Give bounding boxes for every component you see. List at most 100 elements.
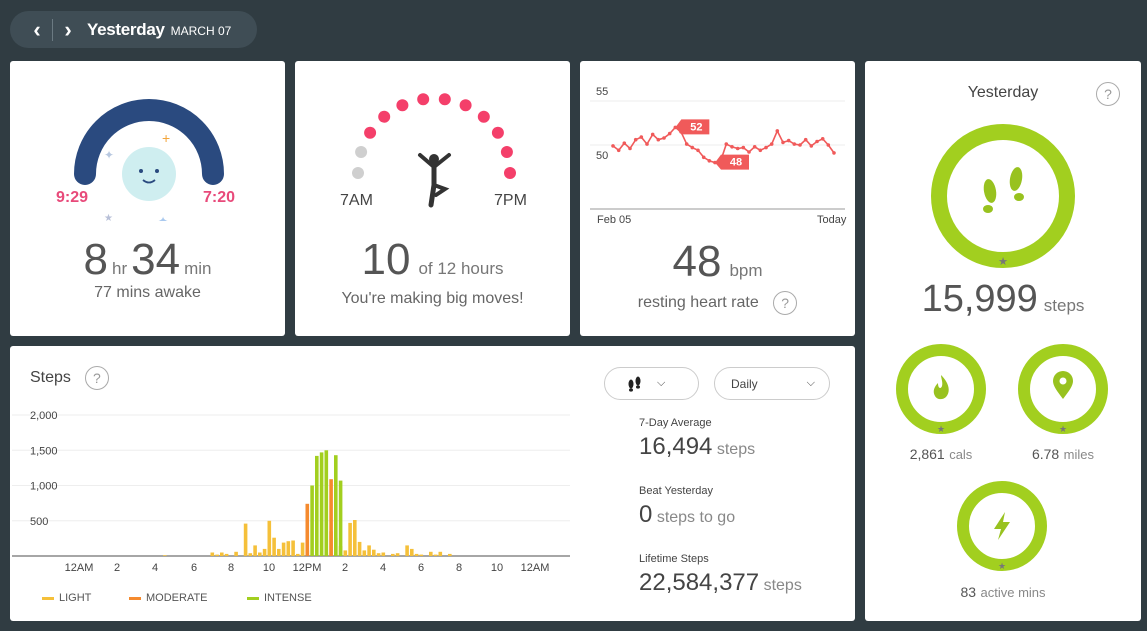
heart-rate-point: [611, 144, 615, 148]
hourly-summary: 10 of 12 hours: [295, 235, 570, 285]
heart-rate-point: [639, 135, 644, 139]
steps-bar-light: [286, 541, 291, 556]
beat-stat: Beat Yesterday 0 steps to go: [639, 485, 735, 529]
lightning-bolt-icon: [994, 512, 1010, 540]
heart-rate-point: [667, 131, 672, 136]
steps-bar-light: [272, 537, 276, 556]
steps-bar-light: [391, 553, 395, 556]
heart-rate-point: [730, 145, 734, 149]
steps-bar-light: [343, 550, 348, 556]
steps-x-tick: 10: [263, 562, 275, 574]
heart-label-row: resting heart rate ?: [580, 291, 855, 315]
distance-summary: 6.78 miles: [1007, 446, 1119, 464]
steps-bar-light: [433, 554, 438, 556]
steps-x-tick: 12PM: [293, 562, 322, 574]
lifetime-value: 22,584,377: [639, 569, 760, 596]
heart-rate-point: [798, 143, 802, 147]
steps-x-tick: 2: [114, 562, 120, 574]
date-navigator: ‹ › Yesterday MARCH 07: [10, 11, 257, 48]
steps-bar-light: [395, 553, 400, 556]
steps-bar-light: [367, 545, 371, 556]
heart-y-tick: 55: [596, 86, 608, 98]
steps-help-icon[interactable]: ?: [84, 366, 109, 390]
heart-rate-point: [820, 137, 825, 141]
steps-x-tick: 6: [418, 562, 424, 574]
period-dropdown-value: Daily: [731, 376, 758, 391]
steps-bar-light: [376, 553, 381, 556]
heart-rate-point: [747, 150, 751, 154]
steps-ring[interactable]: ★: [928, 121, 1078, 271]
steps-bar-moderate: [329, 479, 333, 556]
hourly-of-text: of 12 hours: [418, 259, 504, 278]
steps-value: 15,999: [921, 278, 1038, 320]
steps-bar-moderate: [305, 503, 310, 556]
steps-bar-light: [362, 550, 367, 556]
distance-ring[interactable]: ★: [1015, 341, 1111, 437]
hour-dot: [396, 99, 409, 112]
hour-dot: [352, 167, 364, 179]
sleep-card[interactable]: + ✦ ✦ ★ 9:29 7:20 8 hr34 min 77 mins awake: [10, 61, 285, 336]
hour-dot: [459, 99, 472, 112]
heart-rate-point: [764, 145, 768, 150]
steps-x-tick: 4: [380, 562, 386, 574]
heart-rate-point: [769, 142, 774, 146]
steps-bar-light: [348, 522, 352, 556]
heart-rate-point: [628, 146, 632, 151]
steps-bar-light: [210, 552, 215, 556]
goal-star-icon: ★: [998, 561, 1006, 571]
steps-x-tick: 6: [191, 562, 197, 574]
heart-rate-point: [622, 141, 627, 145]
steps-bar-chart: 2,000 1,500 1,000 500 12AM 2 4 6 8 10 12PM 2 4 6 8 10 12…: [12, 410, 570, 574]
hour-dot: [378, 110, 391, 123]
hourly-activity-card[interactable]: 7AM 7PM 10 of 12 hours You're making big …: [295, 61, 570, 336]
summary-title: Yesterday: [967, 84, 1039, 101]
moon-icon: [122, 147, 176, 201]
steps-bar-intense: [338, 480, 343, 556]
avg-stat: 7-Day Average 16,494 steps: [639, 417, 755, 461]
calories-ring[interactable]: ★: [893, 341, 989, 437]
steps-y-tick: 2,000: [30, 410, 58, 422]
heart-rate-point: [650, 132, 655, 137]
summary-help-icon[interactable]: ?: [1096, 82, 1120, 106]
lifetime-label: Lifetime Steps: [639, 553, 709, 565]
hour-dot: [500, 146, 513, 158]
steps-bar-light: [277, 548, 281, 556]
steps-summary: 15,999 steps: [865, 278, 1141, 321]
sleep-start-time: 9:29: [56, 189, 88, 206]
sleep-arc: [74, 99, 224, 185]
nav-date-label: MARCH 07: [170, 23, 232, 38]
steps-bar-intense: [334, 455, 338, 556]
hourly-start-label: 7AM: [340, 192, 373, 209]
distance-value: 6.78: [1031, 446, 1060, 462]
steps-x-tick: 8: [228, 562, 234, 574]
hourly-dots-gauge: 7AM 7PM: [340, 93, 527, 209]
next-day-button[interactable]: ›: [64, 16, 72, 42]
heart-rate-point: [701, 155, 706, 160]
heart-callout-label: 52: [690, 121, 702, 133]
heart-rate-chart: 55 50 Feb 05 Today 52 48: [590, 86, 847, 226]
steps-bar-light: [163, 555, 167, 556]
heart-help-icon[interactable]: ?: [773, 291, 798, 315]
calories-summary: 2,861 cals: [885, 446, 997, 464]
sparkle-icon: ★: [104, 213, 113, 221]
heart-rate-card[interactable]: 55 50 Feb 05 Today 52 48 48 bpm resting he…: [580, 61, 855, 336]
heart-rate-point: [832, 151, 836, 155]
steps-bar-light: [267, 520, 272, 557]
previous-day-button[interactable]: ‹: [33, 16, 41, 42]
steps-y-tick: 500: [30, 516, 48, 528]
heart-rate-line: [612, 126, 835, 164]
goal-star-icon: ★: [1059, 424, 1067, 434]
period-dropdown[interactable]: Daily ⌵: [714, 367, 830, 400]
legend-light: LIGHT: [42, 592, 91, 604]
hourly-end-label: 7PM: [494, 192, 527, 209]
steps-bar-light: [300, 542, 305, 556]
location-pin-icon: [1053, 371, 1073, 399]
metric-dropdown[interactable]: ⌵: [604, 367, 699, 400]
heart-label: resting heart rate: [637, 294, 759, 312]
steps-bar-light: [220, 552, 224, 556]
heart-rate-point: [696, 148, 700, 153]
heart-summary: 48 bpm: [580, 237, 855, 287]
steps-bar-intense: [315, 455, 319, 556]
heart-rate-point: [662, 136, 666, 140]
active-minutes-ring[interactable]: ★: [954, 478, 1050, 574]
